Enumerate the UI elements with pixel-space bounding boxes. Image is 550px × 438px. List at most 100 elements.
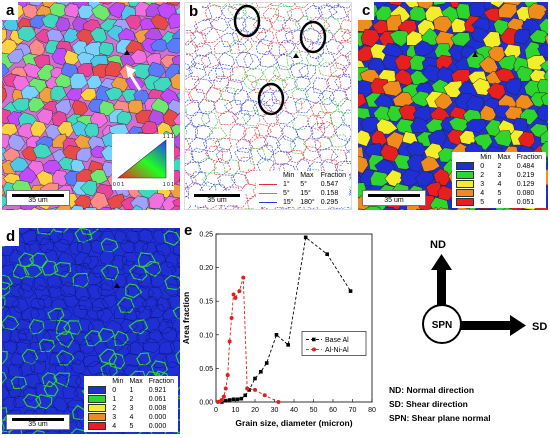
grain <box>382 54 399 71</box>
grain <box>77 4 96 19</box>
grain <box>393 154 413 170</box>
x-tick-label: 30 <box>271 407 279 414</box>
data-point <box>235 397 240 402</box>
grain <box>58 251 76 268</box>
grain <box>527 3 548 20</box>
boundary <box>316 52 336 68</box>
grain <box>164 252 180 268</box>
boundary <box>207 67 225 82</box>
grain <box>409 6 429 22</box>
boundary <box>325 38 345 55</box>
legend-fraction: 0.000 <box>148 414 167 421</box>
legend-max: 4 <box>129 414 134 421</box>
legend-min: 3 <box>480 181 485 188</box>
grain <box>398 104 418 121</box>
boundary <box>284 96 303 115</box>
grain <box>38 238 55 254</box>
boundary <box>334 74 351 91</box>
grain <box>167 228 180 232</box>
grain <box>35 232 52 246</box>
star-marker-icon <box>114 283 120 288</box>
grain <box>368 57 387 73</box>
boundary <box>199 181 217 199</box>
grain <box>101 294 118 309</box>
star-marker-icon <box>293 53 299 58</box>
grain <box>23 373 41 389</box>
legend-row: 2 3 0.219 <box>453 171 545 180</box>
grain <box>2 371 8 384</box>
boundary <box>185 75 200 90</box>
grain <box>544 34 548 46</box>
boundary <box>212 3 228 8</box>
boundary <box>189 137 208 153</box>
legend-row: 3 4 0.000 <box>85 413 177 422</box>
grain <box>171 228 180 242</box>
grain <box>437 185 456 201</box>
boundary <box>190 111 211 128</box>
ipf-orientation-map <box>2 2 180 210</box>
grain <box>124 14 143 30</box>
data-point <box>241 275 246 280</box>
data-point <box>286 343 290 347</box>
boundary <box>319 97 338 114</box>
grain <box>54 99 72 115</box>
boundary <box>302 27 322 44</box>
grain <box>114 286 129 303</box>
legend-fraction: 0.129 <box>516 181 535 188</box>
boundary <box>317 90 335 106</box>
panel-c-scale-bar: 35 um <box>362 190 426 206</box>
grain <box>163 283 180 298</box>
grain <box>543 69 548 83</box>
grain <box>12 395 28 409</box>
legend-row: 3 4 0.129 <box>453 180 545 189</box>
legend-swatch <box>258 183 277 185</box>
panel-b-legend: Min Max Fraction 1° 5° 0.547 5° 15° 0.15… <box>255 171 349 207</box>
legend-min: 2 <box>480 172 485 179</box>
series-line <box>217 277 279 403</box>
grain <box>51 396 70 412</box>
grain <box>150 360 168 377</box>
boundary <box>233 89 249 105</box>
grain <box>540 129 548 144</box>
boundary <box>266 209 280 210</box>
boundary <box>243 52 262 70</box>
grain <box>34 284 52 301</box>
grain <box>70 350 85 366</box>
highlight-circle <box>257 82 285 116</box>
boundary <box>286 150 305 164</box>
grain <box>53 372 71 388</box>
legend-row: 15° 180° 0.295 <box>256 198 349 207</box>
legend-label: Base Al <box>325 337 349 344</box>
grain <box>2 328 13 344</box>
legend-row: 0 2 0.484 <box>453 162 545 171</box>
panel-e-grain-size-chart: 0 10 20 30 40 50 60 70 80 0.00 0.05 0.10 0.15 0.20 0.2… <box>180 222 380 438</box>
grain <box>89 169 108 185</box>
grain <box>2 315 20 331</box>
grain <box>29 2 44 7</box>
grain <box>141 295 159 312</box>
legend-row: 5 6 0.051 <box>453 198 545 207</box>
legend-max: 2 <box>129 396 134 403</box>
boundary <box>341 63 351 78</box>
x-axis-label: Grain size, diameter (micron) <box>235 418 352 428</box>
grain <box>86 74 104 89</box>
grain <box>163 230 180 246</box>
boundary <box>217 174 236 191</box>
grain <box>92 341 110 355</box>
grain-size-distribution-chart: 0 10 20 30 40 50 60 70 80 0.00 0.05 0.10 0.15 0.20 0.2… <box>181 232 376 429</box>
grain <box>29 14 47 29</box>
legend-color-swatch <box>456 198 475 207</box>
data-point <box>223 398 228 403</box>
boundary <box>286 51 304 66</box>
grain <box>2 429 10 434</box>
grain <box>146 228 158 233</box>
boundary <box>264 135 281 154</box>
grain <box>50 341 69 355</box>
grain <box>465 118 488 133</box>
grain <box>23 240 43 255</box>
legend-row: 4 5 0.000 <box>85 422 177 431</box>
data-point <box>274 333 279 337</box>
boundary <box>256 145 274 162</box>
panel-d-scale-text: 35 um <box>28 421 48 428</box>
grain <box>104 86 123 101</box>
